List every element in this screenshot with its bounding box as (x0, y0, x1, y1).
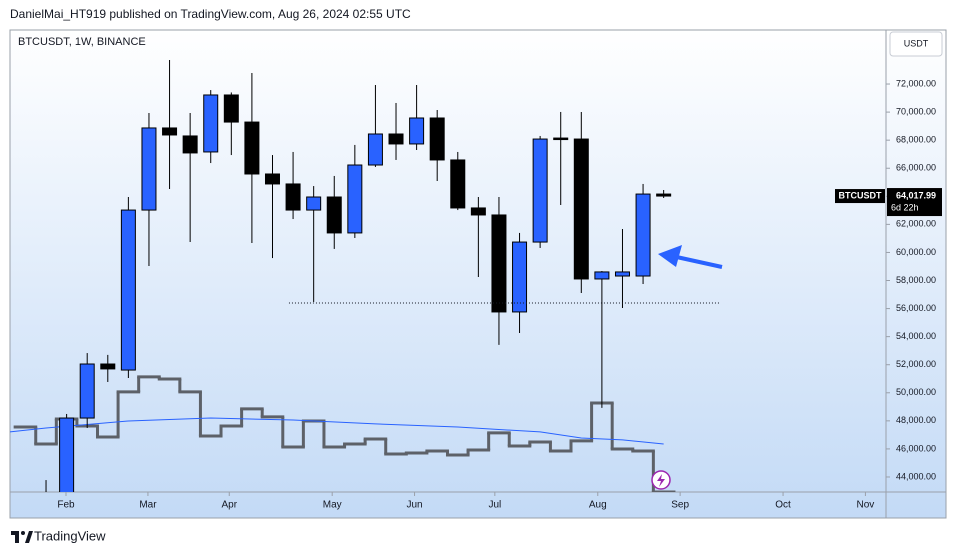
y-tick-label: 56,000.00 (896, 303, 936, 313)
candle-body (347, 164, 363, 234)
x-tick-label: Nov (857, 500, 875, 511)
candle-body (409, 117, 425, 145)
candle-body (512, 241, 528, 313)
y-tick-label: 48,000.00 (896, 415, 936, 425)
header-text: DanielMai_HT919 published on TradingView… (10, 7, 411, 21)
x-tick-label: Jun (406, 500, 422, 511)
candle-body (223, 94, 239, 123)
plot-area (10, 60, 720, 492)
symbol-badge (835, 189, 885, 204)
y-tick-label: 66,000.00 (896, 163, 936, 173)
candle-body (553, 137, 569, 141)
y-tick-label: 62,000.00 (896, 219, 936, 229)
y-tick-label: 72,000.00 (896, 78, 936, 88)
logo-mark (11, 531, 19, 543)
candle-body (306, 196, 322, 211)
candle-body (285, 183, 301, 211)
arrow-head (658, 245, 682, 267)
chart-title: BTCUSDT, 1W, BINANCE (18, 36, 146, 48)
y-tick-label: 60,000.00 (896, 247, 936, 257)
candle-body (162, 127, 178, 136)
footer-brand: TradingView (34, 528, 106, 543)
y-tick-label: 46,000.00 (896, 443, 936, 453)
arrow-shaft (671, 254, 723, 269)
candle-body (594, 271, 610, 280)
candle-body (614, 271, 630, 277)
candle-body (367, 133, 383, 166)
candle-body (532, 138, 548, 243)
candle-body (326, 196, 342, 234)
x-tick-label: Aug (589, 500, 607, 511)
y-tick-label: 58,000.00 (896, 275, 936, 285)
candle-body (79, 363, 95, 419)
candle-body (429, 117, 445, 161)
candle-body (491, 214, 507, 313)
symbol-label: BTCUSDT (839, 190, 882, 200)
y-tick-label: 68,000.00 (896, 135, 936, 145)
last-price-box (887, 188, 942, 217)
logo-slash (25, 531, 33, 543)
x-tick-label: Mar (139, 500, 157, 511)
candle-body (120, 209, 136, 371)
candle-body (244, 121, 260, 175)
countdown-label: 6d 22h (891, 202, 919, 212)
x-tick-label: May (323, 500, 342, 511)
y-tick-label: 70,000.00 (896, 106, 936, 116)
x-tick-label: Feb (57, 500, 75, 511)
candle-body (388, 133, 404, 145)
y-tick-label: 54,000.00 (896, 331, 936, 341)
candle-body (450, 159, 466, 209)
candle-body (182, 135, 198, 154)
x-tick-label: Jul (488, 500, 501, 511)
candle-body (59, 417, 75, 492)
ma-line (10, 417, 664, 445)
candle-body (203, 94, 219, 153)
last-price-label: 64,017.99 (896, 190, 936, 200)
drawing-arrow (658, 245, 723, 269)
candle-body (470, 207, 486, 216)
currency-button[interactable] (889, 31, 943, 57)
event-bolt (657, 474, 665, 487)
y-tick-label: 44,000.00 (896, 471, 936, 481)
candle-body (656, 193, 672, 197)
candle-body (141, 127, 157, 211)
candle-body (264, 173, 280, 185)
candle-body (573, 138, 589, 280)
footer-logo (11, 531, 33, 543)
candle-body (635, 193, 651, 277)
x-tick-label: Oct (775, 500, 791, 511)
y-tick-label: 52,000.00 (896, 359, 936, 369)
event-icon[interactable] (651, 470, 671, 490)
logo-dot (21, 531, 25, 535)
x-tick-label: Sep (671, 500, 689, 511)
y-tick-label: 50,000.00 (896, 387, 936, 397)
currency-label: USDT (904, 38, 929, 48)
candle-body (100, 363, 116, 370)
x-tick-label: Apr (221, 500, 237, 511)
